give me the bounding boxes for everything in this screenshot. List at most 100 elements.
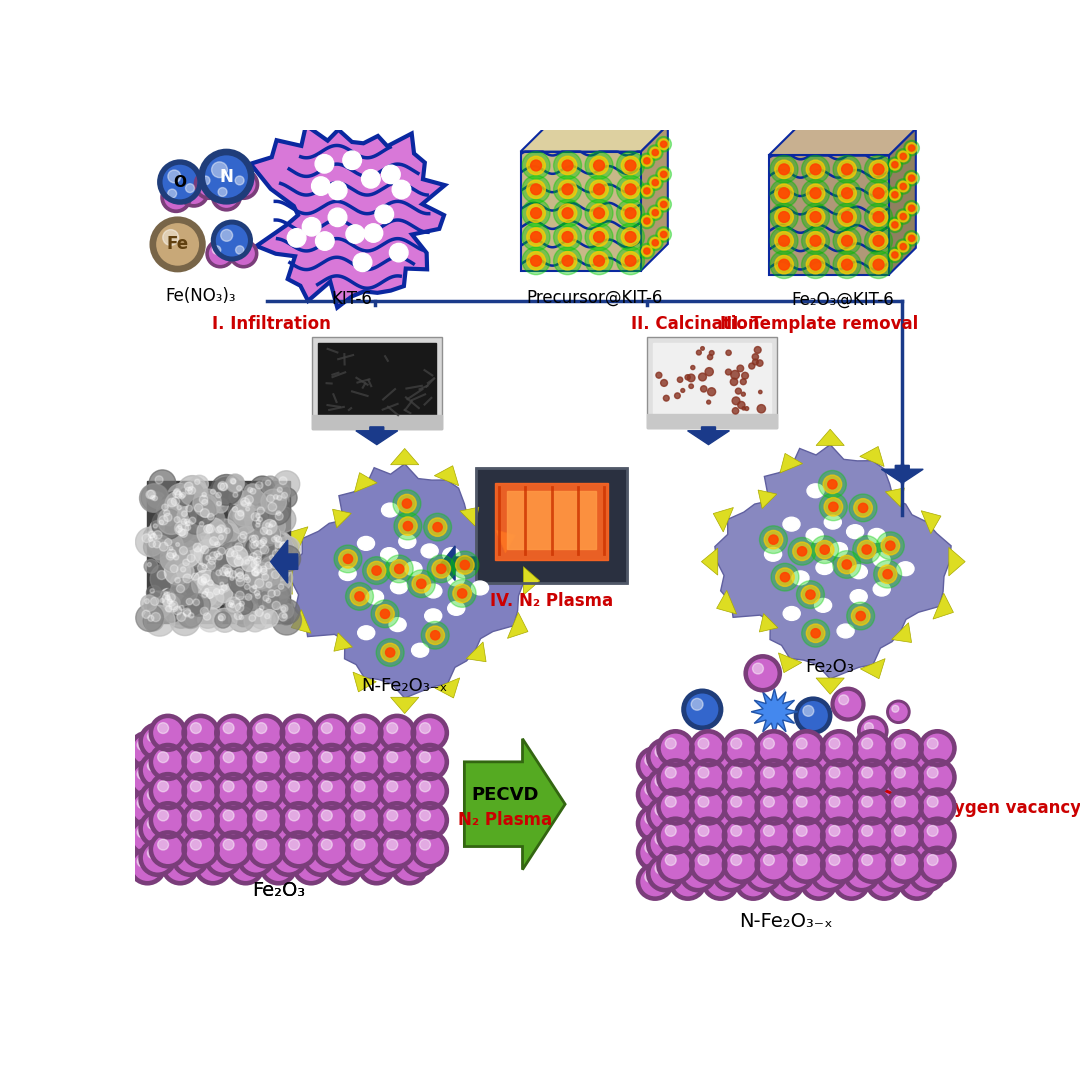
Circle shape bbox=[184, 833, 218, 866]
Circle shape bbox=[224, 752, 234, 763]
Polygon shape bbox=[779, 653, 801, 673]
Circle shape bbox=[369, 753, 404, 787]
Circle shape bbox=[845, 857, 879, 890]
Polygon shape bbox=[759, 613, 778, 632]
Circle shape bbox=[190, 780, 201, 791]
Circle shape bbox=[820, 493, 848, 521]
Circle shape bbox=[245, 496, 254, 504]
Ellipse shape bbox=[411, 644, 429, 658]
Circle shape bbox=[229, 489, 245, 505]
Circle shape bbox=[774, 184, 794, 202]
Circle shape bbox=[865, 179, 892, 207]
Bar bbox=[476, 467, 627, 584]
Circle shape bbox=[271, 532, 292, 552]
Circle shape bbox=[235, 246, 244, 254]
Ellipse shape bbox=[837, 624, 854, 638]
Circle shape bbox=[216, 774, 251, 808]
Circle shape bbox=[191, 570, 220, 599]
Circle shape bbox=[234, 569, 243, 577]
Circle shape bbox=[150, 589, 154, 594]
Polygon shape bbox=[780, 453, 802, 473]
Circle shape bbox=[810, 188, 821, 199]
Circle shape bbox=[522, 151, 550, 179]
Circle shape bbox=[786, 804, 797, 815]
Circle shape bbox=[833, 179, 861, 207]
Circle shape bbox=[174, 841, 207, 875]
Circle shape bbox=[203, 575, 222, 595]
Circle shape bbox=[147, 562, 151, 566]
Circle shape bbox=[145, 599, 149, 603]
Circle shape bbox=[270, 521, 275, 526]
Circle shape bbox=[703, 777, 738, 811]
Circle shape bbox=[910, 857, 944, 890]
Circle shape bbox=[400, 798, 410, 809]
Circle shape bbox=[241, 498, 249, 507]
Circle shape bbox=[334, 545, 362, 573]
Circle shape bbox=[699, 373, 706, 380]
Circle shape bbox=[190, 839, 201, 850]
Circle shape bbox=[200, 522, 204, 526]
Circle shape bbox=[215, 585, 232, 602]
Circle shape bbox=[260, 566, 267, 573]
Circle shape bbox=[217, 501, 221, 505]
Circle shape bbox=[897, 211, 908, 222]
Circle shape bbox=[213, 182, 241, 210]
Circle shape bbox=[159, 534, 184, 558]
Circle shape bbox=[691, 761, 726, 795]
Circle shape bbox=[173, 553, 177, 557]
Circle shape bbox=[348, 745, 381, 779]
Circle shape bbox=[659, 732, 692, 765]
Circle shape bbox=[354, 780, 365, 791]
Circle shape bbox=[892, 162, 897, 167]
Circle shape bbox=[819, 863, 829, 874]
Circle shape bbox=[377, 732, 388, 742]
Circle shape bbox=[153, 530, 162, 539]
Circle shape bbox=[350, 587, 368, 605]
Circle shape bbox=[247, 545, 275, 573]
Circle shape bbox=[732, 408, 739, 414]
Circle shape bbox=[894, 767, 905, 778]
Polygon shape bbox=[467, 642, 486, 662]
Circle shape bbox=[562, 208, 573, 218]
Circle shape bbox=[779, 827, 813, 861]
Circle shape bbox=[240, 589, 262, 611]
Circle shape bbox=[228, 537, 256, 564]
Circle shape bbox=[900, 836, 934, 870]
Circle shape bbox=[855, 732, 889, 765]
Circle shape bbox=[779, 164, 789, 175]
Polygon shape bbox=[391, 697, 419, 713]
Circle shape bbox=[200, 509, 210, 517]
Circle shape bbox=[162, 592, 177, 607]
Circle shape bbox=[322, 839, 333, 850]
Circle shape bbox=[665, 854, 676, 865]
Ellipse shape bbox=[850, 589, 867, 603]
Ellipse shape bbox=[792, 571, 809, 585]
Circle shape bbox=[225, 569, 233, 577]
Circle shape bbox=[226, 572, 230, 576]
Circle shape bbox=[908, 145, 915, 151]
Text: I. Infiltration: I. Infiltration bbox=[213, 315, 332, 334]
Circle shape bbox=[282, 716, 315, 750]
Text: Fe₂O₃: Fe₂O₃ bbox=[252, 882, 305, 900]
Circle shape bbox=[873, 164, 883, 175]
Circle shape bbox=[152, 536, 183, 565]
Circle shape bbox=[188, 487, 195, 495]
Circle shape bbox=[828, 502, 838, 512]
Circle shape bbox=[786, 863, 797, 874]
Circle shape bbox=[402, 499, 411, 509]
Circle shape bbox=[164, 559, 190, 585]
Circle shape bbox=[369, 841, 404, 875]
Circle shape bbox=[731, 767, 742, 778]
Circle shape bbox=[691, 365, 694, 370]
Circle shape bbox=[594, 208, 605, 218]
Circle shape bbox=[927, 825, 939, 836]
Circle shape bbox=[851, 804, 863, 815]
Circle shape bbox=[226, 549, 234, 557]
Circle shape bbox=[177, 488, 193, 505]
Circle shape bbox=[554, 151, 581, 179]
Circle shape bbox=[269, 555, 274, 560]
Circle shape bbox=[867, 777, 901, 811]
Circle shape bbox=[264, 553, 292, 582]
Polygon shape bbox=[881, 465, 923, 483]
Circle shape bbox=[403, 522, 413, 530]
